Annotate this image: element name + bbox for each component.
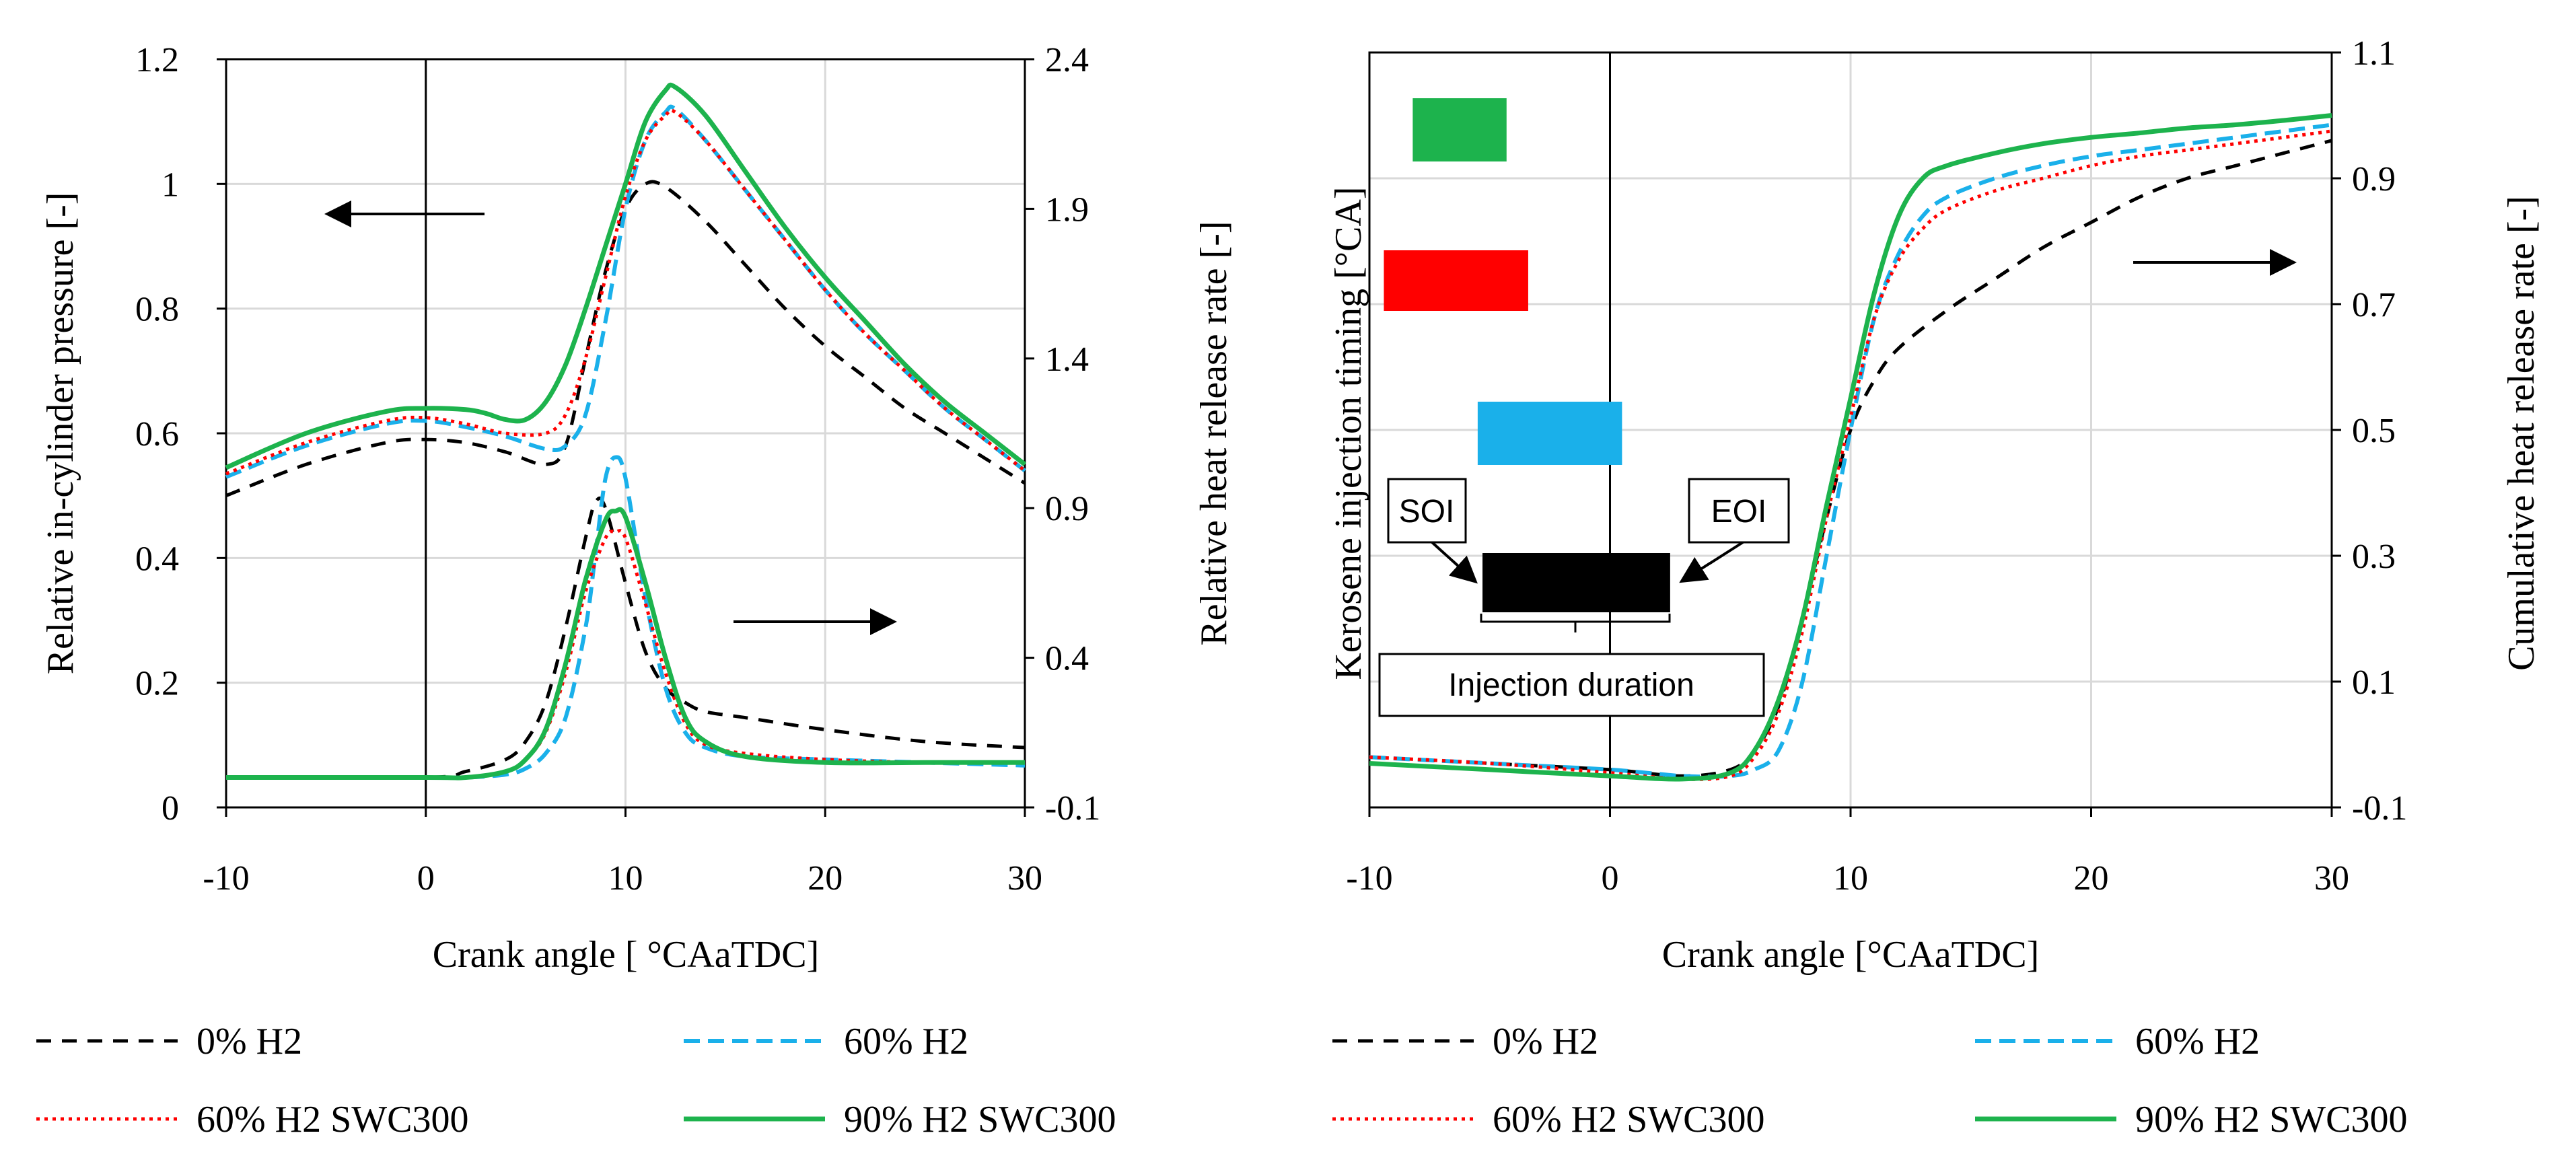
chart2-xtick-label: 20 [2074, 859, 2109, 898]
legend-label-h2_90_swc: 90% H2 SWC300 [844, 1099, 1116, 1140]
legend-right: 0% H2 60% H2 60% H2 SWC300 90% H2 SWC300 [1332, 1021, 2407, 1140]
eoi-label: EOI [1711, 494, 1767, 530]
chart1-ylabel: Relative in-cylinder pressure [-] [40, 192, 81, 675]
chart1-y2tick-label: -0.1 [1045, 789, 1100, 828]
chart1-y2label: Relative heat release rate [-] [1193, 221, 1235, 645]
legend-label-h2_0: 0% H2 [1493, 1021, 1598, 1062]
eoi-box [1688, 478, 1790, 544]
chart2-y2tick-label: 0.7 [2352, 286, 2396, 324]
chart1-xtick-label: 20 [808, 859, 843, 898]
chart2-y2label: Cumulative heat release rate [-] [2501, 196, 2542, 671]
chart1-y2tick-label: 1.4 [1045, 340, 1089, 379]
chart2-y2tick-label: 0.1 [2352, 663, 2396, 702]
chart1-xtick-label: 10 [608, 859, 643, 898]
chart2-y2tick-label: 0.9 [2352, 160, 2396, 198]
chart2-y2tick-label: 1.1 [2352, 34, 2396, 73]
legend-label-h2_60_swc: 60% H2 SWC300 [1493, 1099, 1764, 1140]
legend-label-h2_90_swc: 90% H2 SWC300 [2135, 1099, 2407, 1140]
soi-box [1387, 478, 1467, 544]
chart2-series [1369, 113, 2332, 782]
legend-label-h2_0: 0% H2 [196, 1021, 302, 1062]
injection-bar-h2_60 [1477, 402, 1622, 465]
pressure-line-h2_0 [225, 180, 1026, 498]
chart1-y2tick-label: 0.4 [1045, 640, 1089, 678]
legend-left: 0% H2 60% H2 60% H2 SWC300 90% H2 SWC300 [36, 1021, 1116, 1140]
chart2-y2tick-label: -0.1 [2352, 789, 2407, 828]
chart2-ylabel: Kerosene injection timing [°CA] [1328, 186, 1369, 680]
soi-arrow [1431, 541, 1478, 584]
hrr-line-h2_90_swc [225, 507, 1026, 780]
chart2-xtick-label: -10 [1346, 859, 1392, 898]
chart1-ytick-label: 0 [162, 789, 179, 828]
chart1-ytick-label: 1.2 [135, 41, 179, 79]
chart2-xtick-label: 0 [1602, 859, 1619, 898]
chart2-y2tick-label: 0.5 [2352, 412, 2396, 450]
injection-bars [1384, 98, 1670, 612]
chart2-y2tick-label: 0.3 [2352, 538, 2396, 576]
chart1-ytick-label: 0.6 [135, 415, 179, 453]
injection-cumulative-chart: -10 0 10 20 30-0.1 0.1 0.3 0.5 0.7 0.9 1.1 SOI EOI… [1328, 34, 2542, 976]
chart1-xlabel: Crank angle [ °CAaTDC] [433, 934, 819, 976]
chart1-y2tick-label: 0.9 [1045, 490, 1089, 528]
chart1-xtick-label: 0 [417, 859, 435, 898]
chart1-ytick-label: 0.2 [135, 665, 179, 703]
chart1-y2tick-label: 2.4 [1045, 41, 1089, 79]
injection-bar-h2_0 [1482, 553, 1670, 612]
duration-box [1378, 653, 1765, 717]
chart2-xtick-label: 30 [2314, 859, 2349, 898]
eoi-arrow [1679, 541, 1744, 583]
duration-bracket [1480, 614, 1671, 632]
chart2-ticks: -10 0 10 20 30-0.1 0.1 0.3 0.5 0.7 0.9 1.1 [1346, 34, 2407, 898]
injection-bar-h2_90_swc [1412, 98, 1507, 161]
soi-label: SOI [1399, 494, 1455, 530]
chart1-series [225, 82, 1027, 780]
chart1-xtick-label: 30 [1007, 859, 1042, 898]
chart1-xtick-label: -10 [203, 859, 249, 898]
chart1-y2tick-label: 1.9 [1045, 190, 1089, 229]
legend-label-h2_60: 60% H2 [844, 1021, 968, 1062]
pressure-line-h2_90_swc [225, 82, 1027, 470]
chart1-ytick-label: 0.8 [135, 291, 179, 329]
legend-label-h2_60_swc: 60% H2 SWC300 [196, 1099, 468, 1140]
injection-bar-h2_60_swc [1384, 250, 1528, 311]
chart1-ytick-label: 1 [162, 166, 179, 204]
hrr-line-h2_0 [225, 496, 1026, 780]
chart1-ticks: -10 0 10 20 30 0 0.2 0.4 0.6 0.8 1 1.2 -0.1 0.4 0.9 1.4… [135, 41, 1100, 898]
chart2-xtick-label: 10 [1833, 859, 1868, 898]
cumulative-line-h2_90_swc [1369, 113, 2332, 782]
duration-label: Injection duration [1448, 667, 1694, 703]
chart2-xlabel: Crank angle [°CAaTDC] [1662, 934, 2039, 976]
legend-label-h2_60: 60% H2 [2135, 1021, 2260, 1062]
pressure-hrr-chart: -10 0 10 20 30 0 0.2 0.4 0.6 0.8 1 1.2 -0.1 0.4 0.9 1.4… [40, 41, 1235, 976]
chart1-ytick-label: 0.4 [135, 540, 179, 578]
